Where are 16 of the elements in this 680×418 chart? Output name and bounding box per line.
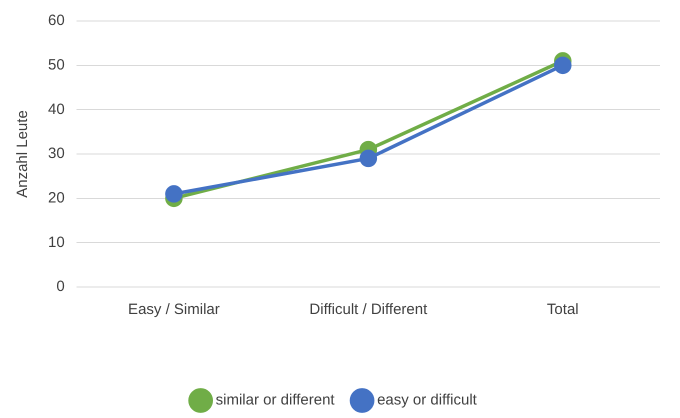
legend-label: easy or difficult [377, 392, 478, 409]
y-tick-label: 0 [56, 278, 65, 296]
y-tick-label: 10 [48, 234, 65, 251]
legend-label: similar or different [216, 392, 336, 409]
y-axis-title: Anzahl Leute [14, 110, 32, 198]
y-tick-label: 20 [48, 189, 65, 206]
x-tick-label: Difficult / Different [309, 301, 428, 318]
y-tick-label: 30 [48, 145, 65, 162]
x-tick-label: Easy / Similar [128, 301, 220, 318]
point [360, 150, 378, 168]
x-tick-label: Total [546, 301, 579, 318]
y-tick-label: 40 [48, 100, 65, 118]
point [165, 185, 183, 203]
y-tick-label: 60 [48, 12, 65, 30]
point [554, 56, 572, 74]
y-tick-label: 50 [48, 56, 65, 74]
